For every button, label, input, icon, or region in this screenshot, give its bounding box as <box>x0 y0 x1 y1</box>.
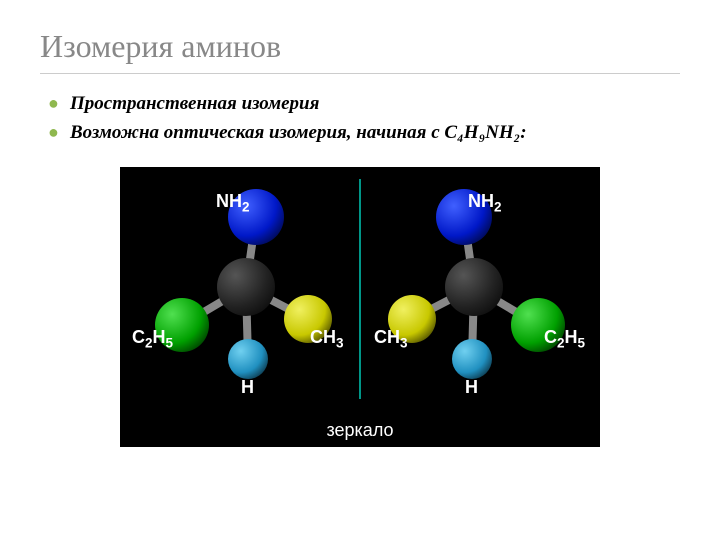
label-ch3: CH3 <box>310 327 344 351</box>
mirror-label: зеркало <box>326 420 393 441</box>
atom-center <box>445 258 503 316</box>
slide-title: Изомерия аминов <box>40 28 680 74</box>
label-h: H <box>465 377 478 398</box>
molecule-diagram: NH2 C2H5 CH3 H NH2 C2H5 CH3 H зеркало <box>120 167 600 447</box>
label-h: H <box>241 377 254 398</box>
slide-container: Изомерия аминов Пространственная изомери… <box>0 0 720 540</box>
molecule-right: NH2 C2H5 CH3 H <box>372 177 592 407</box>
bullet-list: Пространственная изомерия Возможна оптич… <box>48 90 680 147</box>
bullet-item-1: Возможна оптическая изомерия, начиная с … <box>48 119 680 148</box>
label-nh2: NH2 <box>216 191 250 215</box>
label-c2h5: C2H5 <box>132 327 173 351</box>
atom-h <box>452 339 492 379</box>
label-nh2: NH2 <box>468 191 502 215</box>
label-c2h5: C2H5 <box>544 327 585 351</box>
molecule-left: NH2 C2H5 CH3 H <box>128 177 348 407</box>
atom-h <box>228 339 268 379</box>
atom-center <box>217 258 275 316</box>
bullet-item-0: Пространственная изомерия <box>48 90 680 119</box>
label-ch3: CH3 <box>374 327 408 351</box>
mirror-line <box>359 179 361 399</box>
